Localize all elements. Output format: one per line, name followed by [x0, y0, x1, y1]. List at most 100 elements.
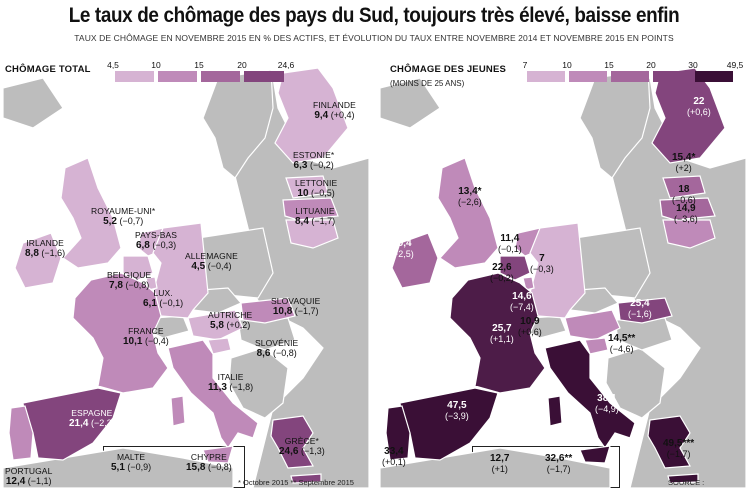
- chart-subtitle: TAUX DE CHÔMAGE EN NOVEMBRE 2015 EN % DE…: [74, 33, 674, 43]
- youth-scale-tick: 15: [604, 60, 614, 70]
- total-label-italie: ITALIE 11,3 (−1,8): [208, 372, 253, 393]
- youth-scale-swatch: [653, 71, 691, 82]
- youth-label-royaume-uni: 13,4* (−2,6): [458, 186, 482, 208]
- total-country-name: PAYS-BAS: [135, 230, 178, 240]
- youth-shape-sardaigne: [547, 395, 563, 427]
- youth-shape-slovaquie: [617, 297, 673, 324]
- total-country-name: PORTUGAL: [5, 466, 53, 476]
- youth-label-belgique: 22,6 (−0,2): [490, 262, 514, 284]
- youth-label-allemagne: 7 (−0,3): [530, 253, 554, 275]
- total-scale-swatch: [201, 71, 240, 82]
- youth-label-france: 25,7 (+1,1): [490, 323, 514, 345]
- total-label-slovaquie: SLOVAQUIE 10,8 (−1,7): [271, 296, 320, 317]
- youth-rate-change: (−0,1): [498, 244, 522, 254]
- youth-label-lituanie: 14,9 (−3,6): [674, 203, 698, 225]
- youth-rate-value: 7: [539, 253, 545, 264]
- youth-label-autriche: 10,9 (+0,6): [518, 316, 542, 338]
- youth-rate-change: (−3,9): [445, 411, 469, 421]
- total-label-irlande: IRLANDE 8,8 (−1,6): [25, 238, 65, 259]
- total-shape-grey-iceland: [3, 77, 64, 129]
- total-shape-allemagne: [152, 222, 209, 319]
- total-country-name: SLOVÉNIE: [255, 338, 299, 348]
- total-shape-sicile: [202, 445, 234, 464]
- youth-label-pays-bas: 11,4 (−0,1): [498, 233, 522, 255]
- youth-rate-value: 47,5: [447, 400, 467, 411]
- total-label-grece: GRÈCE* 24,6 (−1,3): [279, 436, 325, 457]
- youth-shape-allemagne: [529, 222, 586, 319]
- youth-shape-irlande: [391, 232, 439, 289]
- total-label-malte: MALTE 5,1 (−0,9): [111, 452, 151, 473]
- youth-rate-change: (−2,5): [390, 249, 414, 259]
- legend-title-youth: CHÔMAGE DES JEUNES: [390, 64, 507, 75]
- total-label-belgique: BELGIQUE 7,8 (−0,8): [107, 270, 151, 291]
- youth-rate-value: 25,7: [492, 323, 512, 334]
- youth-shape-royaume-uni: [437, 157, 499, 269]
- total-shape-france: [72, 272, 169, 394]
- youth-rate-value: 22: [693, 96, 705, 107]
- total-shape-belgique: [122, 255, 154, 281]
- youth-rate-change: (−7,4): [510, 302, 534, 312]
- total-rate-value: 8,4: [295, 216, 309, 227]
- total-country-name: BELGIQUE: [107, 270, 152, 280]
- total-rate-value: 24,6: [279, 446, 299, 457]
- youth-label-chypre: 32,6** (−1,7): [545, 453, 572, 475]
- total-shape-crete: [290, 473, 322, 484]
- total-rate-value: 21,4: [69, 418, 89, 429]
- youth-shape-grey-balkans: [605, 347, 666, 419]
- total-label-royaume-uni: ROYAUME-UNI* 5,2 (−0,7): [91, 206, 155, 227]
- total-rate-change: (−0,3): [149, 240, 177, 250]
- total-country-name: ESTONIE*: [293, 150, 335, 160]
- youth-scale-swatch: [527, 71, 565, 82]
- total-label-finlande: FINLANDE 9,4 (+0,4): [313, 100, 356, 121]
- youth-label-portugal: 33,4 (+0,1): [382, 446, 406, 468]
- youth-rate-value: 18: [678, 184, 690, 195]
- total-rate-change: (−1,8): [226, 382, 254, 392]
- total-rate-change: (−0,1): [156, 298, 184, 308]
- total-rate-value: 6,3: [293, 160, 308, 171]
- youth-rate-value: 15,4*: [672, 152, 696, 163]
- youth-scale-swatch: [695, 71, 733, 82]
- youth-rate-change: (−4,6): [609, 344, 634, 354]
- map-youth-svg: [380, 67, 746, 488]
- total-label-lux: LUX. 6,1 (−0,1): [143, 288, 183, 309]
- total-label-slovenie: SLOVÉNIE 8,6 (−0,8): [255, 338, 298, 359]
- youth-rate-value: 33,4: [384, 446, 404, 457]
- total-rate-change: (−1,1): [25, 476, 52, 486]
- youth-shape-sicile: [579, 445, 611, 464]
- total-rate-change: (−0,8): [122, 280, 150, 290]
- total-rate-change: (+0,4): [328, 110, 355, 120]
- total-rate-value: 10,1: [123, 336, 143, 347]
- total-country-name: CHYPRE: [190, 452, 227, 462]
- total-shape-grey-africa: [3, 447, 234, 488]
- total-rate-change: (−0,9): [124, 462, 152, 472]
- total-shape-grey-balkans: [228, 347, 289, 419]
- total-scale-swatch: [158, 71, 197, 82]
- total-country-name: FINLANDE: [313, 100, 356, 110]
- youth-rate-change: (−1,6): [628, 309, 652, 319]
- total-label-pays-bas: PAYS-BAS 6,8 (−0,3): [135, 230, 177, 251]
- youth-shape-belgique: [499, 255, 531, 281]
- total-label-estonie: ESTONIE* 6,3 (−0,2): [293, 150, 334, 171]
- youth-rate-value: 22,6: [492, 262, 512, 273]
- footnote: * Octobre 2015 ** Septembre 2015: [238, 478, 354, 487]
- youth-shape-luxembourg: [522, 276, 535, 291]
- youth-rate-value: 10,9: [520, 316, 540, 327]
- total-country-name: GRÈCE*: [284, 436, 319, 446]
- total-rate-value: 6,8: [135, 240, 150, 251]
- youth-rate-value: 19,4: [392, 238, 412, 249]
- total-rate-value: 10,8: [272, 306, 293, 317]
- total-shape-lituanie: [285, 219, 339, 249]
- total-rate-value: 5,2: [103, 216, 117, 227]
- youth-label-finlande: 22 (+0,6): [687, 96, 711, 118]
- youth-scale-tick: 30: [688, 60, 698, 70]
- total-scale-tick: 4,5: [107, 60, 119, 70]
- total-shape-estonie: [285, 175, 329, 199]
- youth-rate-change: (+0,6): [687, 107, 711, 117]
- youth-shape-crete: [667, 473, 699, 484]
- total-scale-swatch: [115, 71, 154, 82]
- total-scale-tick: 20: [237, 60, 247, 70]
- youth-label-espagne: 47,5 (−3,9): [445, 400, 469, 422]
- youth-shape-italie: [544, 339, 636, 450]
- youth-shape-portugal: [385, 405, 411, 461]
- map-total-svg: [3, 67, 369, 488]
